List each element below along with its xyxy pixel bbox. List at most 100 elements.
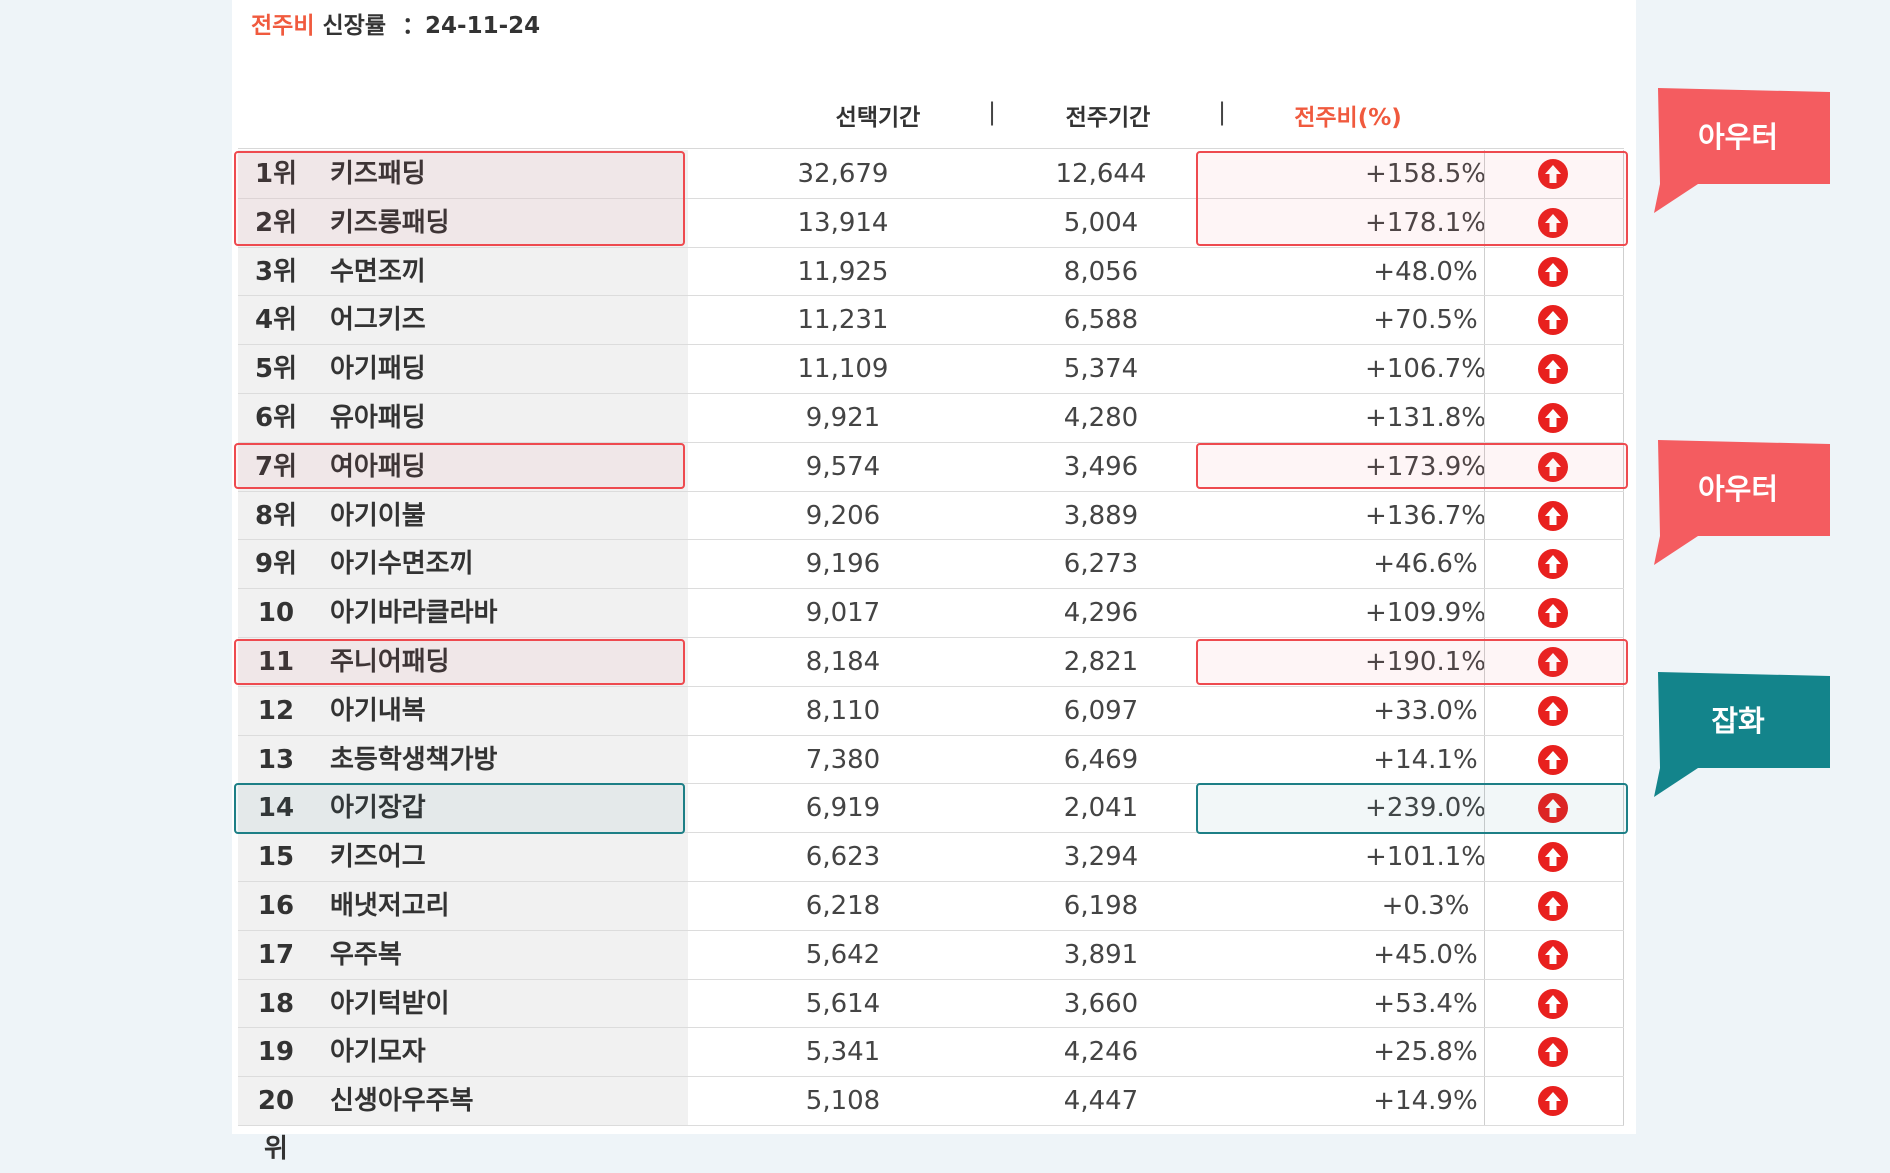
column-divider [1484,247,1485,297]
arrow-up-circle-icon [1538,1086,1568,1117]
arrow-up-circle-icon [1538,695,1568,726]
keyword-cell [238,247,688,297]
arrow-up-circle-icon [1538,500,1568,531]
keyword-cell [238,345,688,394]
keyword-label: 배냇저고리 [330,891,450,921]
week-over-week-ratio: +70.5% [1373,305,1478,336]
rank-label: 2위 [254,207,297,238]
week-over-week-ratio: +45.0% [1373,939,1478,970]
arrow-up-circle-icon [1538,988,1568,1019]
keyword-label: 어그키즈 [330,305,426,336]
selected-period-value: 6,919 [805,793,881,824]
callout-goods: 잡화 [1650,672,1830,802]
arrow-up-circle-icon [1538,451,1568,482]
selected-period-value: 8,110 [805,695,881,726]
keyword-label: 아기모자 [330,1037,426,1068]
table-row: 9위 아기수면조끼 9,196 6,273 +46.6% [238,540,1624,590]
callout-label: 아우터 [1697,472,1779,506]
keyword-label: 키즈패딩 [330,159,426,189]
header-accent-label: 전주비 [251,13,315,39]
column-divider [1623,150,1624,199]
arrow-up-circle-icon [1538,256,1568,287]
column-divider [1623,979,1624,1029]
week-over-week-ratio: +109.9% [1365,598,1486,629]
column-divider [1484,784,1485,834]
highlight-box-outer-ratios [1196,151,1628,246]
callout-outer: 아우터 [1650,88,1830,218]
column-divider [1484,442,1485,492]
keyword-cell [238,638,688,687]
column-divider [1623,882,1624,931]
row-divider [238,685,1624,687]
column-divider [1484,930,1485,980]
column-divider [1623,930,1624,980]
week-over-week-ratio: +190.1% [1365,647,1486,677]
keyword-cell [238,394,688,443]
week-over-week-ratio: +106.7% [1365,354,1486,385]
previous-period-value: 4,280 [1063,403,1139,433]
arrow-up-circle-icon [1538,207,1568,238]
selected-period-value: 32,679 [797,159,889,189]
week-over-week-ratio: +158.5% [1365,159,1486,189]
column-divider [1623,394,1624,443]
keyword-label: 여아패딩 [330,451,426,482]
row-divider [238,636,1624,638]
rank-label: 5위 [254,354,297,385]
keyword-cell [238,491,688,541]
row-divider [238,295,1624,297]
column-divider [1623,1028,1624,1078]
week-over-week-ratio: +136.7% [1365,500,1486,531]
table-row: 1위 키즈패딩 32,679 12,644 +158.5% [238,150,1624,199]
arrow-up-circle-icon [1538,647,1568,677]
keyword-label: 유아패딩 [330,403,426,433]
table-row: 6위 유아패딩 9,921 4,280 +131.8% [238,394,1624,443]
highlight-box-outer-keyword [234,443,685,489]
previous-period-value: 6,469 [1063,744,1139,775]
keyword-cell [238,589,688,638]
selected-period-value: 11,925 [797,256,889,287]
column-divider [1484,150,1485,199]
keyword-label: 초등학생책가방 [330,744,498,775]
keyword-cell [238,882,688,931]
row-divider [238,783,1624,785]
keyword-cell [238,296,688,346]
keyword-label: 키즈롱패딩 [330,207,450,238]
column-divider [1623,833,1624,882]
selected-period-value: 11,109 [797,354,889,385]
arrow-up-circle-icon [1538,939,1568,970]
week-over-week-ratio: +14.1% [1373,744,1478,775]
column-divider [1623,442,1624,492]
column-divider [1484,833,1485,882]
highlight-box-outer-keywords [234,151,685,246]
rank-label: 7위 [254,451,297,482]
previous-period-value: 12,644 [1055,159,1147,189]
rank-label: 3위 [254,256,297,287]
keyword-label: 키즈어그 [330,842,426,873]
column-divider [1484,394,1485,443]
column-divider [1484,638,1485,687]
keyword-label: 신생아우주복 [330,1086,474,1117]
rank-label: 1위 [254,159,297,189]
week-over-week-ratio: +131.8% [1365,403,1486,433]
column-header-ratio: 전주비(%) [1294,105,1402,131]
header-colon: ： [394,13,426,39]
callout-outer: 아우터 [1650,440,1830,570]
arrow-up-circle-icon [1538,305,1568,336]
previous-period-value: 6,097 [1063,695,1139,726]
week-over-week-ratio: +53.4% [1373,988,1478,1019]
column-divider [1484,296,1485,346]
column-divider [1623,247,1624,297]
week-over-week-ratio: +48.0% [1373,256,1478,287]
callout-label: 아우터 [1697,120,1779,154]
rank-label: 8위 [254,500,297,531]
column-divider [1623,686,1624,736]
selected-period-value: 8,184 [805,647,881,677]
keyword-cell [238,735,688,785]
row-divider [238,1027,1624,1029]
previous-period-value: 6,198 [1063,891,1139,921]
selected-period-value: 9,196 [805,549,881,580]
week-over-week-ratio: +101.1% [1365,842,1486,873]
column-divider [1484,345,1485,394]
column-divider [1484,735,1485,785]
